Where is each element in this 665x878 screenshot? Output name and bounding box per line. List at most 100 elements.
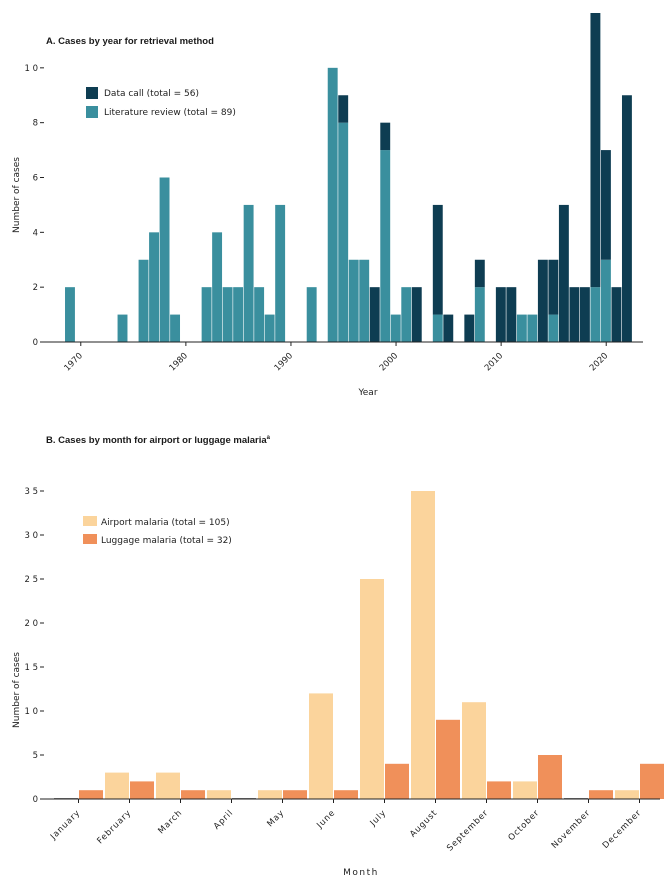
bar-data-call-2016 bbox=[558, 204, 569, 342]
bar-literature-review-1979 bbox=[170, 314, 181, 342]
bar-data-call-2005 bbox=[443, 314, 454, 342]
bar-data-call-2004 bbox=[432, 204, 443, 315]
panel-b-y-ticks: 0 5 1 0 1 5 2 0 2 5 3 0 3 5 bbox=[24, 487, 44, 805]
bar-data-call-2018 bbox=[579, 287, 590, 342]
panel-b-y-axis-label: Number of cases bbox=[12, 652, 22, 728]
bar-literature-review-1969 bbox=[65, 287, 75, 342]
bar-literature-review-1984 bbox=[222, 287, 233, 342]
x-tick-label: September bbox=[445, 808, 490, 853]
y-tick-label: 0 bbox=[33, 795, 38, 805]
panel-a-y-axis-label: Number of cases bbox=[12, 157, 22, 233]
bar-literature-review-2012 bbox=[516, 314, 527, 342]
bar-data-call-2002 bbox=[411, 287, 422, 342]
legend-swatch-airport-malaria bbox=[83, 516, 97, 526]
y-tick-label: 2 bbox=[33, 283, 38, 293]
bar-luggage-malaria-september bbox=[487, 781, 511, 799]
x-tick-label: August bbox=[408, 808, 439, 839]
panel-a-y-ticks: 0 2 4 6 8 1 0 bbox=[24, 64, 44, 348]
x-tick-label: October bbox=[507, 808, 542, 843]
bar-data-call-2014 bbox=[537, 259, 548, 342]
bar-luggage-malaria-january bbox=[79, 790, 103, 799]
panel-b-x-axis-label: Month bbox=[343, 868, 379, 878]
bar-literature-review-1987 bbox=[254, 287, 265, 342]
panel-b-title-footnote-marker: a bbox=[267, 435, 271, 441]
x-tick-label: April bbox=[212, 808, 236, 832]
panel-b-bars bbox=[54, 491, 664, 799]
bar-data-call-1999 bbox=[380, 122, 391, 151]
bar-literature-review-1982 bbox=[201, 287, 212, 342]
bar-data-call-2011 bbox=[506, 287, 517, 342]
bar-literature-review-2001 bbox=[401, 287, 412, 342]
bar-data-call-2019 bbox=[590, 13, 601, 288]
x-tick-label: November bbox=[550, 808, 593, 851]
x-tick-label: 1980 bbox=[168, 351, 190, 373]
y-tick-label: 8 bbox=[33, 119, 38, 129]
panel-b-title: B. Cases by month for airport or luggage… bbox=[46, 435, 271, 446]
legend-label-luggage-malaria: Luggage malaria (total = 32) bbox=[101, 536, 232, 546]
panel-b-title-text: B. Cases by month for airport or luggage… bbox=[46, 435, 267, 446]
bar-literature-review-2013 bbox=[527, 314, 538, 342]
x-tick-label: January bbox=[48, 808, 83, 843]
bar-airport-malaria-august bbox=[411, 491, 435, 799]
bar-data-call-2007 bbox=[464, 314, 475, 342]
bar-luggage-malaria-march bbox=[181, 790, 205, 799]
x-tick-label: 2000 bbox=[378, 351, 400, 373]
panel-b-x-ticks: January February March April May June July Augu… bbox=[48, 799, 644, 853]
bar-luggage-malaria-october bbox=[538, 755, 562, 799]
bar-luggage-malaria-may bbox=[283, 790, 307, 799]
y-tick-label: 1 0 bbox=[24, 707, 38, 717]
bar-literature-review-1989 bbox=[275, 204, 286, 342]
y-tick-label: 3 5 bbox=[24, 487, 38, 497]
bar-literature-review-2008 bbox=[474, 287, 485, 342]
bar-literature-review-1997 bbox=[359, 259, 370, 342]
bar-data-call-1998 bbox=[369, 287, 380, 342]
y-tick-label: 2 5 bbox=[24, 575, 38, 585]
x-tick-label: May bbox=[265, 808, 286, 829]
y-tick-label: 3 0 bbox=[24, 531, 38, 541]
bar-literature-review-1994 bbox=[327, 67, 338, 342]
y-tick-label: 2 0 bbox=[24, 619, 38, 629]
panel-a-legend: Data call (total = 56) Literature review… bbox=[86, 87, 236, 118]
x-tick-label: February bbox=[95, 808, 133, 846]
bar-luggage-malaria-august bbox=[436, 719, 460, 799]
bar-literature-review-2004 bbox=[432, 314, 443, 342]
legend-label-data-call: Data call (total = 56) bbox=[104, 89, 199, 99]
bar-literature-review-1974 bbox=[117, 314, 128, 342]
y-tick-label: 1 0 bbox=[24, 64, 38, 74]
x-tick-label: July bbox=[368, 808, 389, 829]
bar-data-call-2010 bbox=[495, 287, 506, 342]
bar-airport-malaria-april bbox=[207, 790, 231, 799]
bar-airport-malaria-july bbox=[360, 579, 384, 799]
bar-literature-review-1985 bbox=[233, 287, 244, 342]
bar-literature-review-1978 bbox=[159, 177, 170, 342]
x-tick-label: March bbox=[156, 808, 184, 836]
bar-luggage-malaria-november bbox=[589, 790, 613, 799]
bar-data-call-2021 bbox=[611, 287, 622, 342]
panel-a-x-axis-label: Year bbox=[357, 388, 377, 398]
legend-label-literature-review: Literature review (total = 89) bbox=[104, 108, 236, 118]
panel-a-x-ticks: 1970 1980 1990 2000 2010 2020 bbox=[63, 342, 610, 373]
panel-a-bars bbox=[65, 13, 632, 343]
y-tick-label: 0 bbox=[33, 338, 38, 348]
bar-data-call-2022 bbox=[621, 95, 632, 342]
bar-airport-malaria-february bbox=[105, 772, 129, 799]
bar-literature-review-2020 bbox=[600, 259, 611, 342]
legend-swatch-luggage-malaria bbox=[83, 534, 97, 544]
x-tick-label: 1990 bbox=[273, 351, 295, 373]
bar-luggage-malaria-june bbox=[334, 790, 358, 799]
bar-airport-malaria-june bbox=[309, 693, 333, 799]
y-tick-label: 6 bbox=[33, 174, 38, 184]
x-tick-label: June bbox=[314, 808, 337, 831]
bar-data-call-2017 bbox=[569, 287, 580, 342]
panel-b-legend: Airport malaria (total = 105) Luggage ma… bbox=[83, 516, 232, 546]
bar-luggage-malaria-december bbox=[640, 763, 664, 799]
x-tick-label: 2020 bbox=[588, 351, 610, 373]
bar-luggage-malaria-july bbox=[385, 763, 409, 799]
bar-literature-review-1995 bbox=[338, 122, 349, 343]
legend-swatch-literature-review bbox=[86, 106, 98, 118]
panel-b: B. Cases by month for airport or luggage… bbox=[12, 435, 664, 878]
y-tick-label: 1 5 bbox=[24, 663, 38, 673]
legend-label-airport-malaria: Airport malaria (total = 105) bbox=[101, 518, 230, 528]
y-tick-label: 4 bbox=[33, 228, 38, 238]
